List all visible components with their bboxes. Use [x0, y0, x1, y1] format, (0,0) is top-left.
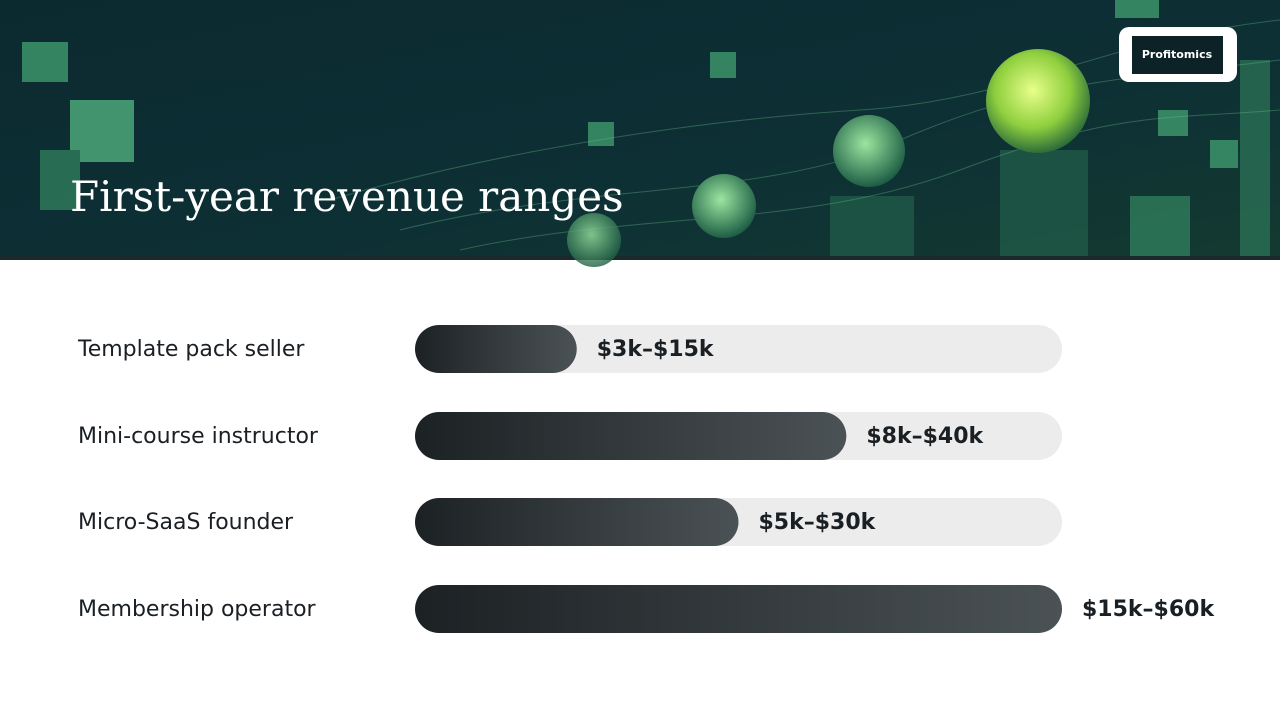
category-label: Membership operator	[78, 597, 317, 622]
category-label: Micro-SaaS founder	[78, 510, 294, 535]
bar	[415, 585, 1062, 633]
bar	[415, 412, 847, 460]
value-label: $5k–$30k	[759, 510, 877, 535]
category-label: Mini-course instructor	[78, 424, 319, 449]
category-label: Template pack seller	[77, 337, 305, 362]
bar	[415, 325, 577, 373]
value-label: $3k–$15k	[597, 337, 715, 362]
banner: Profitomics First-year revenue ranges	[0, 0, 1280, 267]
bar-track	[415, 325, 1062, 373]
logo: Profitomics	[1142, 48, 1213, 61]
bar	[415, 498, 739, 546]
value-label: $8k–$40k	[866, 424, 984, 449]
value-label: $15k–$60k	[1082, 597, 1215, 622]
chart-title: First-year revenue ranges	[70, 172, 624, 221]
